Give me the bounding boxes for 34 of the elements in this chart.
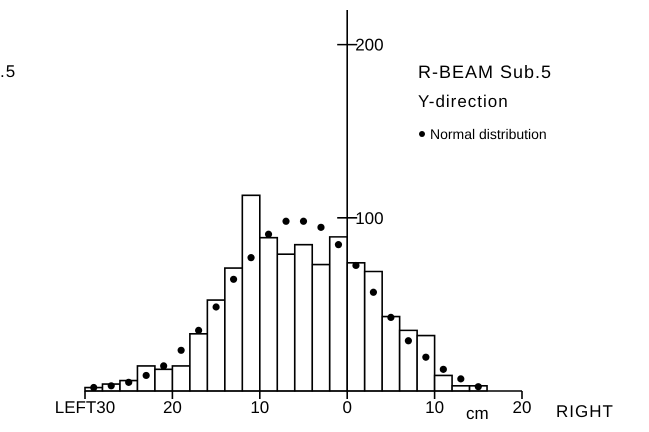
x-tick-label: 20	[162, 398, 182, 418]
point	[440, 366, 447, 373]
y-tick-label: 100	[355, 208, 384, 228]
point	[300, 218, 308, 225]
point	[334, 241, 342, 248]
point	[404, 337, 412, 344]
x-tick-label: 10	[425, 398, 444, 418]
point	[317, 224, 325, 231]
text: RIGHT	[556, 402, 614, 422]
point	[212, 303, 220, 311]
point	[195, 326, 202, 334]
point	[352, 262, 360, 270]
point	[247, 254, 255, 262]
legend-label: Normal distribution	[430, 126, 547, 142]
point	[230, 276, 238, 283]
point	[457, 375, 464, 382]
text: Y-direction	[418, 92, 509, 112]
point	[90, 384, 98, 391]
point	[160, 362, 168, 370]
point	[387, 314, 394, 321]
text: R-BEAM Sub.5	[418, 62, 552, 83]
point	[264, 230, 272, 238]
x-tick-label: 20	[512, 398, 532, 418]
point	[474, 383, 482, 390]
x-tick-label: 10	[250, 398, 270, 418]
text: .5	[0, 62, 16, 82]
point	[178, 346, 185, 354]
x-tick-label: 0	[342, 398, 352, 418]
point	[282, 218, 290, 225]
x-tick-label: LEFT30	[54, 398, 116, 418]
y-tick-label: 200	[355, 36, 384, 55]
point	[422, 354, 430, 361]
x-axis-title: cm	[466, 404, 489, 424]
point	[370, 288, 378, 296]
